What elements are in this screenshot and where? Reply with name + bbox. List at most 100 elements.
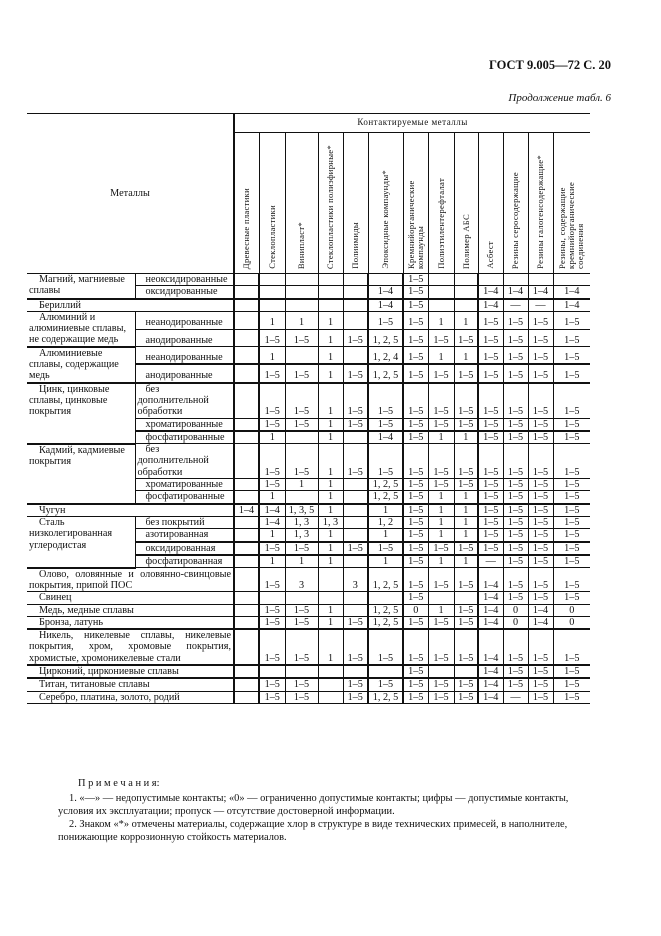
table-row: азотированная 1 1, 3 1 1 1–5 1 1 1–5 1–5 1–5 1–5 bbox=[27, 528, 591, 543]
compatibility-cell: 1–4 bbox=[477, 677, 504, 692]
compatibility-cell: 1–5 bbox=[527, 310, 554, 330]
compatibility-cell: 1–5 bbox=[402, 541, 429, 556]
compatibility-cell: 1 bbox=[317, 554, 344, 569]
compatibility-cell: 1–5 bbox=[552, 490, 591, 505]
compatibility-cell: 1 bbox=[453, 490, 479, 505]
compatibility-cell: 1–5 bbox=[402, 417, 429, 432]
column-header: Полимер АБС bbox=[453, 132, 479, 274]
column-header: Резины галогенсодержащие* bbox=[527, 132, 554, 274]
compatibility-cell: 1–5 bbox=[552, 478, 591, 492]
compatibility-cell: 1 bbox=[453, 346, 479, 366]
compatibility-cell: 1–5 bbox=[258, 478, 286, 492]
compatibility-cell: 1–5 bbox=[402, 503, 429, 517]
compatibility-cell: 1–5 bbox=[453, 690, 479, 704]
column-header-label: Резины галогенсодержащие* bbox=[535, 155, 545, 269]
compatibility-cell: 1–5 bbox=[402, 443, 429, 480]
column-header-label: Винипласт* bbox=[296, 221, 306, 269]
compatibility-cell: 1–5 bbox=[527, 591, 554, 605]
compatibility-cell: 1–4 bbox=[552, 285, 591, 300]
compatibility-cell: 1–5 bbox=[402, 490, 429, 505]
compatibility-cell bbox=[427, 298, 455, 312]
compatibility-cell: 1–5 bbox=[552, 430, 591, 445]
column-header-label: Стеклопластики bbox=[266, 205, 277, 269]
compatibility-cell: 1–5 bbox=[367, 541, 404, 556]
compatibility-cell: 1–5 bbox=[502, 664, 529, 680]
compatibility-cell: 1–5 bbox=[527, 677, 554, 692]
compatibility-cell: 1–5 bbox=[427, 417, 455, 432]
compatibility-cell: 1–5 bbox=[502, 310, 529, 330]
compatibility-cell bbox=[258, 591, 286, 605]
compatibility-cell: 1–5 bbox=[284, 417, 319, 432]
compatibility-cell bbox=[233, 567, 260, 593]
compatibility-cell bbox=[284, 591, 319, 605]
compatibility-cell: 1–5 bbox=[552, 567, 591, 593]
compatibility-cell: 1–5 bbox=[502, 554, 529, 569]
metal-name: Цирконий, циркониевые сплавы bbox=[27, 664, 235, 680]
compatibility-cell: 1–5 bbox=[477, 443, 504, 480]
compatibility-cell: 1 bbox=[317, 628, 344, 666]
compatibility-cell: 1 bbox=[258, 490, 286, 505]
compatibility-cell: 1–5 bbox=[502, 382, 529, 419]
compatibility-cell: 1–5 bbox=[552, 541, 591, 556]
compatibility-cell bbox=[367, 591, 404, 605]
metal-name: Бериллий bbox=[27, 298, 235, 312]
compatibility-cell: 1 bbox=[317, 443, 344, 480]
compatibility-cell: 1–5 bbox=[502, 478, 529, 492]
compatibility-cell: 1–5 bbox=[258, 541, 286, 556]
compatibility-cell: 1–5 bbox=[427, 328, 455, 348]
compatibility-cell: — bbox=[502, 690, 529, 704]
compatibility-cell: 1–5 bbox=[552, 515, 591, 530]
compatibility-cell: 1–5 bbox=[552, 443, 591, 480]
compatibility-cell: 1 bbox=[317, 503, 344, 517]
table-row: анодированные 1–5 1–5 1 1–5 1, 2, 5 1–5 1–5 1–5 1… bbox=[27, 328, 591, 348]
compatibility-cell: 1, 2, 4 bbox=[367, 346, 404, 366]
metal-subtype: фосфатированная bbox=[134, 554, 235, 569]
compatibility-cell: 1–5 bbox=[342, 382, 369, 419]
compatibility-cell: 1–5 bbox=[552, 528, 591, 543]
compatibility-cell: 1–5 bbox=[402, 478, 429, 492]
compatibility-cell: 1 bbox=[427, 430, 455, 445]
compatibility-cell bbox=[453, 285, 479, 300]
table-row: Никель, никелевые сплавы, никелевые покр… bbox=[27, 628, 591, 666]
compatibility-cell bbox=[342, 554, 369, 569]
compatibility-cell bbox=[342, 603, 369, 617]
compatibility-cell bbox=[342, 591, 369, 605]
compatibility-cell: 1–5 bbox=[402, 528, 429, 543]
table-row: Олово, оловянные и оловянно-свинцовые по… bbox=[27, 567, 591, 593]
compatibility-cell: 1–5 bbox=[427, 443, 455, 480]
compatibility-cell: 1–4 bbox=[527, 285, 554, 300]
compatibility-cell: 1–5 bbox=[342, 363, 369, 384]
compatibility-cell: 1–5 bbox=[527, 690, 554, 704]
compatibility-cell: 1, 3 bbox=[317, 515, 344, 530]
compatibility-cell: 1–5 bbox=[284, 382, 319, 419]
compatibility-cell: 1–5 bbox=[527, 528, 554, 543]
compatibility-cell bbox=[342, 503, 369, 517]
compatibility-cell bbox=[502, 272, 529, 287]
compatibility-cell: 1–5 bbox=[402, 615, 429, 631]
compatibility-cell: 1 bbox=[453, 554, 479, 569]
compatibility-cell: 1–5 bbox=[367, 677, 404, 692]
compatibility-cell bbox=[284, 346, 319, 366]
compatibility-cell: 1–4 bbox=[527, 603, 554, 617]
compatibility-cell: 1–5 bbox=[527, 515, 554, 530]
compatibility-cell: 3 bbox=[342, 567, 369, 593]
compatibility-cell: — bbox=[477, 554, 504, 569]
compatibility-cell bbox=[233, 628, 260, 666]
compatibility-cell: 1 bbox=[284, 310, 319, 330]
compatibility-cell: 1–4 bbox=[477, 285, 504, 300]
compatibility-cell bbox=[342, 515, 369, 530]
compatibility-cell: 1 bbox=[258, 430, 286, 445]
compatibility-cell bbox=[317, 285, 344, 300]
column-header: Полиимиды bbox=[342, 132, 369, 274]
column-header-label: Эпоксидные компаунды* bbox=[380, 170, 390, 269]
column-header-label: Резины, содержащие кремнийорганические с… bbox=[557, 181, 586, 269]
compatibility-cell: 1–5 bbox=[258, 382, 286, 419]
compatibility-cell: 1 bbox=[453, 310, 479, 330]
column-header: Винипласт* bbox=[284, 132, 319, 274]
compatibility-cell: 1–5 bbox=[552, 310, 591, 330]
compatibility-cell bbox=[233, 664, 260, 680]
compatibility-cell: 1–5 bbox=[502, 443, 529, 480]
table-row: фосфатированные 1 1 1, 2, 5 1–5 1 1 1–5 1–5 1–5 1–… bbox=[27, 490, 591, 505]
compatibility-cell: 1–5 bbox=[402, 363, 429, 384]
compatibility-cell: 1–5 bbox=[552, 664, 591, 680]
